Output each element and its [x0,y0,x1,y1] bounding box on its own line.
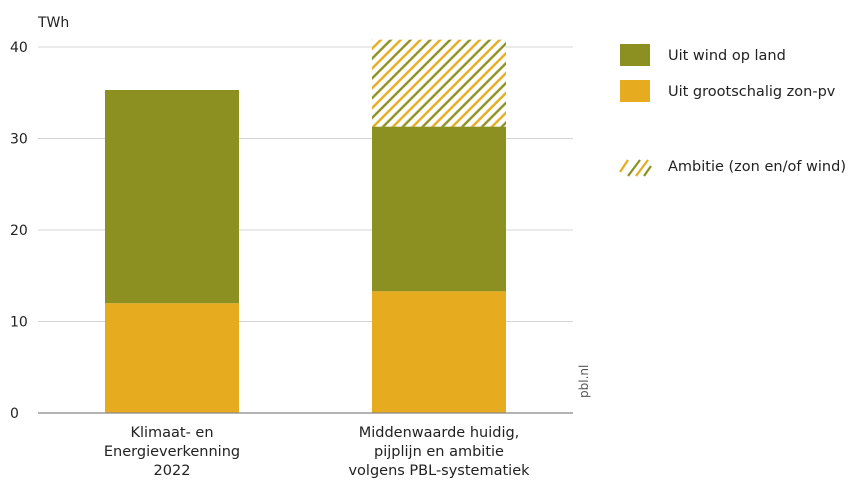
y-tick-label: 30 [10,132,28,148]
y-tick-label: 10 [10,315,28,331]
x-category-label: Energieverkenning [104,444,240,460]
legend-swatch [620,44,650,66]
legend-swatch-hatch [619,159,652,177]
bars [105,39,506,413]
legend-swatch [620,80,650,102]
legend-label: Uit grootschalig zon-pv [668,84,836,100]
y-tick-label: 0 [10,406,19,422]
legend-label: Ambitie (zon en/of wind) [668,159,846,175]
y-axis-ticks: 0 10 20 30 40 [10,40,28,422]
x-category-label: 2022 [154,463,191,479]
bar-segment [105,303,239,413]
source-label: pbl.nl [577,365,591,398]
x-category-label: volgens PBL-systematiek [348,463,530,479]
y-axis-unit: TWh [37,15,69,31]
y-tick-label: 20 [10,223,28,239]
bar-segment [372,291,506,413]
legend-label: Uit wind op land [668,48,786,64]
y-tick-label: 40 [10,40,28,56]
x-category-label: Klimaat- en [130,425,213,441]
x-category-label: pijplijn en ambitie [374,444,504,460]
legend: Uit wind op land Uit grootschalig zon-pv A… [619,44,846,177]
x-category-label: Middenwaarde huidig, [359,425,520,441]
bar-segment [372,39,506,127]
bar-segment [105,90,239,304]
x-axis-categories: Klimaat- en Energieverkenning 2022 Middenwa… [104,425,530,479]
bar-segment [372,126,506,292]
